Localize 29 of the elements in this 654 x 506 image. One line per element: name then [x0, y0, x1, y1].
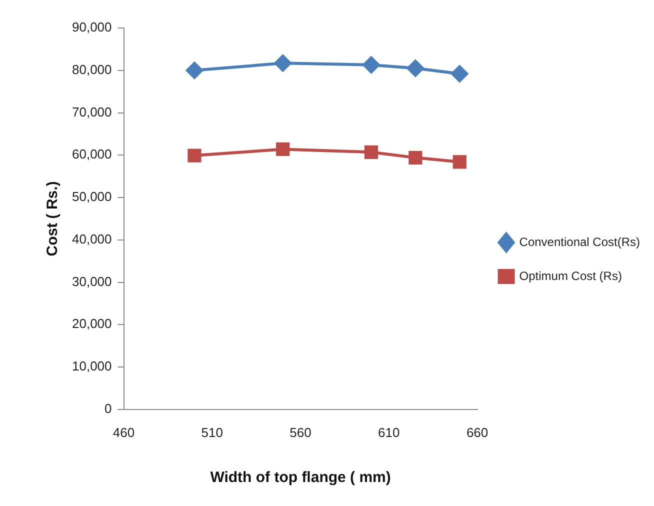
y-tick-label: 30,000 [72, 274, 112, 289]
point [408, 150, 422, 164]
x-tick-label: 660 [466, 424, 488, 440]
y-tick-label: 10,000 [72, 358, 112, 374]
y-tick-label: 80,000 [72, 62, 112, 77]
y-tick-label: 0 [104, 400, 112, 416]
point [274, 54, 292, 72]
y-tick-label: 60,000 [72, 146, 112, 162]
point [276, 142, 290, 156]
y-tick-label: 40,000 [72, 231, 112, 246]
y-axis-title: Cost ( Rs.) [44, 181, 62, 256]
legend-label: Conventional Cost(Rs) [519, 234, 640, 249]
x-tick-label: 610 [378, 424, 400, 440]
point [186, 62, 203, 79]
x-tick-label: 510 [201, 424, 223, 440]
point [362, 56, 380, 74]
x-axis-title: Width of top flange ( mm) [210, 469, 391, 486]
legend-label: Optimum Cost (Rs) [519, 268, 622, 283]
y-tick-label: 90,000 [72, 20, 112, 35]
point [364, 145, 378, 159]
x-tick-label: 460 [112, 424, 135, 440]
point [451, 65, 468, 82]
point [188, 148, 202, 162]
y-tick-label: 50,000 [72, 189, 112, 204]
point [452, 155, 466, 169]
y-tick-label: 20,000 [72, 316, 112, 332]
point [406, 60, 424, 77]
y-tick-label: 70,000 [72, 104, 112, 120]
x-tick-label: 560 [290, 424, 312, 440]
